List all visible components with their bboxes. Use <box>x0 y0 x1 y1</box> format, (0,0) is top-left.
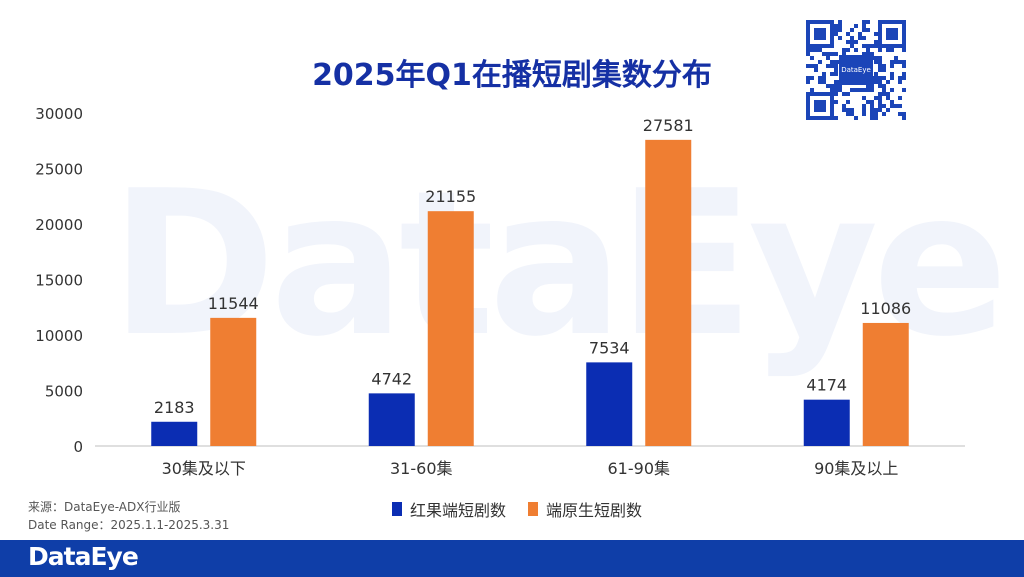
legend-swatch-orange <box>528 502 538 516</box>
y-tick-label: 25000 <box>35 161 83 179</box>
date-range-line: Date Range：2025.1.1-2025.3.31 <box>28 518 230 532</box>
y-tick-label: 15000 <box>35 272 83 290</box>
data-label: 11086 <box>860 299 911 318</box>
legend-label: 端原生短剧数 <box>546 501 643 520</box>
bar-hongguo <box>368 393 415 446</box>
x-category-label: 30集及以下 <box>162 459 246 478</box>
watermark: DataEye <box>110 148 1008 381</box>
legend: 红果端短剧数 端原生短剧数 <box>0 498 1024 520</box>
y-tick-label: 20000 <box>35 216 83 234</box>
qr-logo: DataEye <box>839 55 873 85</box>
data-label: 27581 <box>643 116 694 135</box>
y-tick-label: 5000 <box>45 383 83 401</box>
bar-native <box>645 139 692 447</box>
footer-logo: DataEye <box>28 542 139 571</box>
y-tick-label: 0 <box>73 438 83 456</box>
source-line: 来源：DataEye-ADX行业版 <box>28 500 181 514</box>
legend-label: 红果端短剧数 <box>409 501 506 520</box>
y-tick-label: 30000 <box>35 105 83 123</box>
bar-hongguo <box>803 399 850 446</box>
bar-hongguo <box>586 362 633 446</box>
source-note: 来源：DataEye-ADX行业版 Date Range：2025.1.1-20… <box>28 498 229 534</box>
qr-code: DataEye <box>806 20 906 120</box>
legend-swatch-blue <box>391 502 402 516</box>
data-label: 11544 <box>208 294 259 313</box>
footer-bar: DataEye <box>0 540 1024 577</box>
x-category-label: 61-90集 <box>608 459 671 478</box>
data-label: 2183 <box>154 398 195 417</box>
bar-native <box>427 211 474 446</box>
bar-hongguo <box>151 421 198 446</box>
data-label: 21155 <box>425 187 476 206</box>
legend-item-hongguo: 红果端短剧数 <box>391 497 506 521</box>
data-label: 4742 <box>371 369 412 388</box>
bar-native <box>210 317 257 446</box>
x-category-label: 31-60集 <box>390 459 453 478</box>
qr-code-pattern <box>806 20 906 120</box>
x-category-label: 90集及以上 <box>814 459 898 478</box>
y-tick-label: 10000 <box>35 327 83 345</box>
data-label: 4174 <box>806 376 847 395</box>
chart-title: 2025年Q1在播短剧集数分布 <box>312 58 712 93</box>
data-label: 7534 <box>589 338 630 357</box>
bar-native <box>862 322 909 446</box>
legend-item-native: 端原生短剧数 <box>528 497 642 521</box>
